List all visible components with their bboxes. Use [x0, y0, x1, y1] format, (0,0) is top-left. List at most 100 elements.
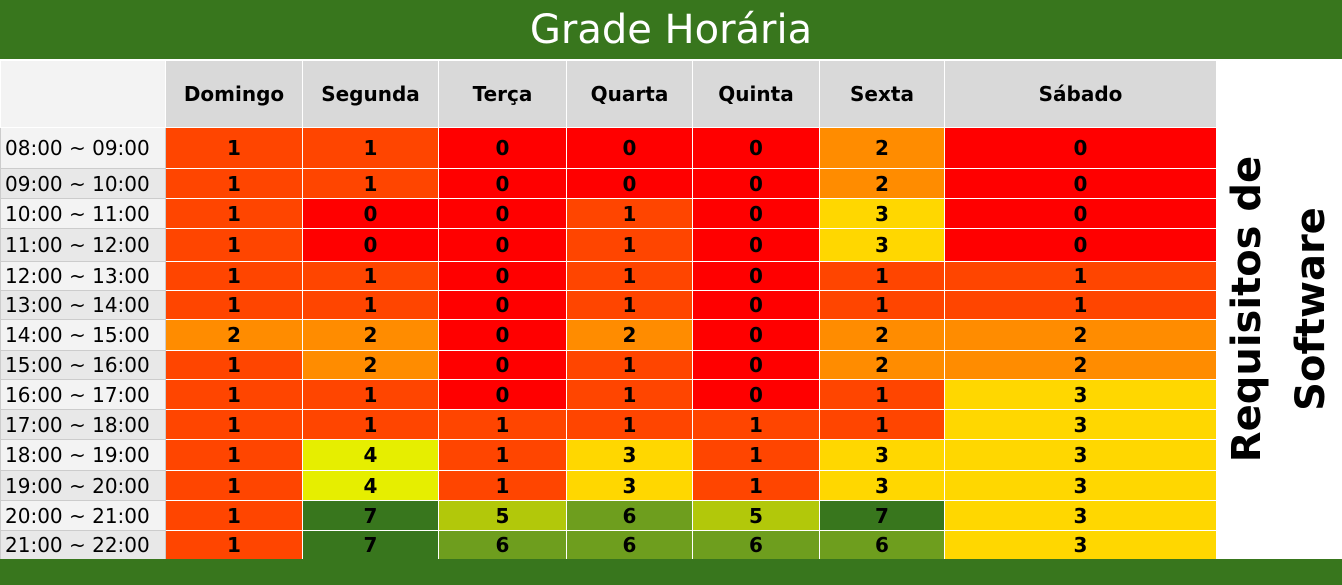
availability-cell: 6	[566, 530, 693, 560]
table-row: 16:00 ~ 17:00 1 1 0 1 0 1 3	[0, 379, 1217, 410]
availability-cell: 5	[692, 500, 820, 531]
availability-cell: 4	[302, 439, 439, 471]
availability-cell: 0	[566, 127, 693, 169]
time-slot-label: 20:00 ~ 21:00	[0, 500, 166, 531]
subject-label-line1: Requisitos de	[1224, 155, 1270, 463]
time-slot-label: 21:00 ~ 22:00	[0, 530, 166, 560]
availability-cell: 1	[819, 409, 945, 440]
availability-cell: 0	[438, 127, 567, 169]
availability-cell: 1	[302, 409, 439, 440]
availability-cell: 3	[944, 439, 1217, 471]
availability-cell: 1	[165, 127, 303, 169]
availability-cell: 1	[438, 470, 567, 501]
availability-cell: 0	[438, 168, 567, 199]
day-header-sexta: Sexta	[819, 60, 945, 128]
availability-cell: 2	[819, 319, 945, 351]
availability-cell: 0	[438, 261, 567, 291]
availability-cell: 0	[692, 198, 820, 229]
availability-cell: 1	[692, 439, 820, 471]
table-row: 15:00 ~ 16:00 1 2 0 1 0 2 2	[0, 350, 1217, 380]
table-row: 13:00 ~ 14:00 1 1 0 1 0 1 1	[0, 290, 1217, 320]
availability-cell: 1	[302, 379, 439, 410]
availability-cell: 1	[165, 409, 303, 440]
availability-cell: 1	[566, 379, 693, 410]
availability-cell: 2	[566, 319, 693, 351]
time-slot-label: 18:00 ~ 19:00	[0, 439, 166, 471]
availability-cell: 1	[819, 379, 945, 410]
availability-cell: 0	[692, 168, 820, 199]
availability-cell: 2	[165, 319, 303, 351]
availability-cell: 2	[302, 350, 439, 380]
availability-cell: 7	[819, 500, 945, 531]
availability-cell: 1	[165, 530, 303, 560]
availability-cell: 3	[944, 409, 1217, 440]
availability-cell: 7	[302, 500, 439, 531]
time-slot-label: 14:00 ~ 15:00	[0, 319, 166, 351]
availability-cell: 1	[165, 439, 303, 471]
availability-cell: 1	[302, 290, 439, 320]
day-header-quarta: Quarta	[566, 60, 693, 128]
availability-cell: 5	[438, 500, 567, 531]
availability-cell: 3	[944, 470, 1217, 501]
availability-cell: 3	[819, 470, 945, 501]
table-row: 21:00 ~ 22:00 1 7 6 6 6 6 3	[0, 530, 1217, 560]
availability-cell: 1	[165, 198, 303, 229]
availability-cell: 1	[165, 500, 303, 531]
day-header-domingo: Domingo	[165, 60, 303, 128]
availability-cell: 3	[819, 198, 945, 229]
availability-cell: 2	[302, 319, 439, 351]
availability-cell: 0	[438, 379, 567, 410]
availability-cell: 1	[165, 350, 303, 380]
availability-cell: 1	[302, 127, 439, 169]
availability-cell: 0	[944, 168, 1217, 199]
table-row: 08:00 ~ 09:00 1 1 0 0 0 2 0	[0, 127, 1217, 169]
header-row: Domingo Segunda Terça Quarta Quinta Sext…	[0, 60, 1217, 128]
table-row: 09:00 ~ 10:00 1 1 0 0 0 2 0	[0, 168, 1217, 199]
availability-cell: 0	[302, 228, 439, 262]
availability-cell: 1	[165, 379, 303, 410]
availability-cell: 1	[566, 350, 693, 380]
time-slot-label: 13:00 ~ 14:00	[0, 290, 166, 320]
day-header-segunda: Segunda	[302, 60, 439, 128]
availability-cell: 3	[566, 439, 693, 471]
availability-cell: 1	[944, 261, 1217, 291]
time-slot-label: 19:00 ~ 20:00	[0, 470, 166, 501]
subject-label-line2: Software	[1288, 207, 1334, 411]
availability-cell: 1	[165, 261, 303, 291]
availability-cell: 1	[692, 409, 820, 440]
availability-cell: 1	[566, 198, 693, 229]
availability-cell: 0	[692, 319, 820, 351]
availability-cell: 3	[944, 530, 1217, 560]
side-panel: Requisitos de Software	[1217, 60, 1342, 558]
table-row: 10:00 ~ 11:00 1 0 0 1 0 3 0	[0, 198, 1217, 229]
time-slot-label: 08:00 ~ 09:00	[0, 127, 166, 169]
availability-cell: 1	[165, 290, 303, 320]
availability-cell: 2	[819, 350, 945, 380]
subject-label: Requisitos de Software	[1217, 156, 1342, 462]
table-row: 19:00 ~ 20:00 1 4 1 3 1 3 3	[0, 470, 1217, 501]
availability-cell: 0	[566, 168, 693, 199]
time-slot-label: 10:00 ~ 11:00	[0, 198, 166, 229]
availability-cell: 1	[165, 470, 303, 501]
day-header-sabado: Sábado	[944, 60, 1217, 128]
availability-cell: 2	[944, 350, 1217, 380]
availability-cell: 1	[566, 228, 693, 262]
table-row: 20:00 ~ 21:00 1 7 5 6 5 7 3	[0, 500, 1217, 531]
availability-cell: 1	[566, 290, 693, 320]
availability-cell: 0	[438, 350, 567, 380]
availability-cell: 0	[944, 127, 1217, 169]
availability-cell: 6	[692, 530, 820, 560]
availability-cell: 1	[692, 470, 820, 501]
availability-cell: 0	[692, 261, 820, 291]
availability-cell: 0	[438, 290, 567, 320]
availability-cell: 2	[819, 127, 945, 169]
availability-cell: 3	[944, 379, 1217, 410]
table-row: 12:00 ~ 13:00 1 1 0 1 0 1 1	[0, 261, 1217, 291]
schedule-grid: Domingo Segunda Terça Quarta Quinta Sext…	[0, 60, 1217, 560]
availability-cell: 0	[302, 198, 439, 229]
availability-cell: 0	[944, 198, 1217, 229]
availability-cell: 0	[692, 228, 820, 262]
availability-cell: 1	[566, 409, 693, 440]
corner-cell	[0, 60, 166, 128]
availability-cell: 1	[165, 168, 303, 199]
